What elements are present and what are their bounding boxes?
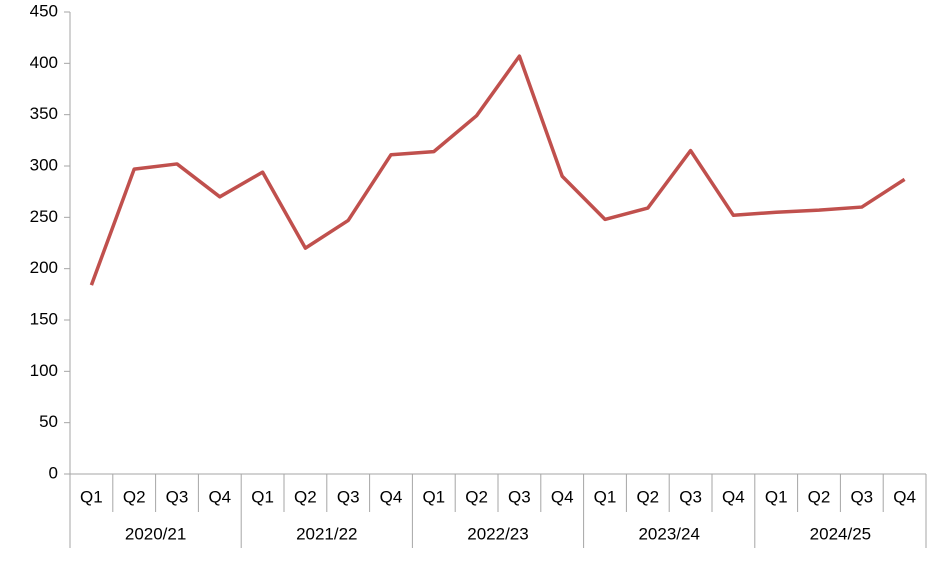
x-tick-label: Q4 [208, 487, 231, 506]
y-tick-label: 250 [30, 207, 58, 226]
x-tick-label: Q4 [551, 487, 574, 506]
y-tick-label: 0 [49, 463, 58, 482]
y-tick-label: 350 [30, 104, 58, 123]
y-tick-label: 450 [30, 1, 58, 20]
x-tick-label: Q1 [251, 487, 274, 506]
x-group-label: 2022/23 [467, 524, 528, 543]
x-tick-label: Q2 [808, 487, 831, 506]
y-tick-label: 100 [30, 361, 58, 380]
x-tick-label: Q3 [850, 487, 873, 506]
y-tick-label: 400 [30, 53, 58, 72]
x-tick-label: Q2 [465, 487, 488, 506]
x-tick-label: Q2 [636, 487, 659, 506]
x-tick-label: Q3 [679, 487, 702, 506]
x-group-label: 2021/22 [296, 524, 357, 543]
y-tick-label: 300 [30, 155, 58, 174]
x-tick-label: Q4 [893, 487, 916, 506]
x-tick-label: Q1 [594, 487, 617, 506]
x-tick-label: Q4 [380, 487, 403, 506]
x-tick-label: Q3 [166, 487, 189, 506]
x-tick-label: Q1 [422, 487, 445, 506]
y-tick-label: 200 [30, 258, 58, 277]
y-tick-label: 50 [39, 412, 58, 431]
x-tick-label: Q3 [337, 487, 360, 506]
x-group-label: 2023/24 [638, 524, 699, 543]
y-tick-label: 150 [30, 309, 58, 328]
x-tick-label: Q4 [722, 487, 745, 506]
x-tick-label: Q1 [80, 487, 103, 506]
x-group-label: 2024/25 [810, 524, 871, 543]
x-tick-label: Q2 [294, 487, 317, 506]
x-tick-label: Q1 [765, 487, 788, 506]
data-line [89, 54, 906, 286]
x-tick-label: Q2 [123, 487, 146, 506]
x-tick-label: Q3 [508, 487, 531, 506]
x-group-label: 2020/21 [125, 524, 186, 543]
